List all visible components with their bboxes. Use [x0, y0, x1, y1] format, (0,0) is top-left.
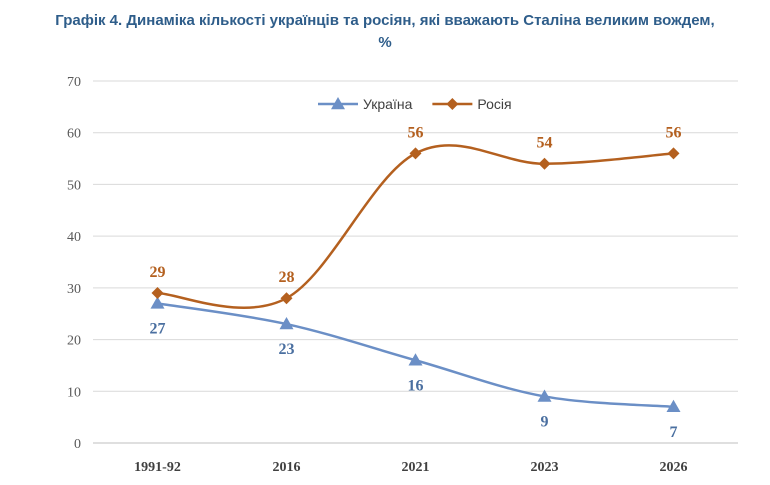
x-axis-ticks: 1991-92 2016 2021 2023 2026 — [134, 460, 687, 475]
data-point-marker — [538, 157, 551, 170]
data-labels: 27 23 16 9 7 29 28 56 54 56 — [150, 124, 682, 440]
y-tick-label: 40 — [67, 230, 81, 245]
data-label: 23 — [279, 341, 295, 358]
data-label: 29 — [150, 264, 166, 281]
data-point-marker — [151, 287, 164, 300]
data-label: 56 — [666, 124, 682, 141]
y-tick-label: 30 — [67, 282, 81, 297]
series-group — [150, 144, 681, 413]
y-tick-label: 50 — [67, 178, 81, 193]
y-tick-label: 10 — [67, 385, 81, 400]
x-tick-label: 2016 — [273, 460, 301, 475]
data-label: 28 — [279, 269, 295, 286]
y-tick-label: 70 — [67, 75, 81, 90]
data-point-marker — [409, 147, 422, 160]
data-label: 56 — [408, 124, 424, 141]
y-tick-label: 60 — [67, 127, 81, 142]
series-line-russia — [157, 144, 674, 309]
data-point-marker — [280, 292, 293, 305]
y-tick-label: 0 — [74, 437, 81, 452]
data-point-marker — [408, 353, 423, 366]
data-label: 54 — [537, 135, 553, 152]
legend-marker — [331, 97, 345, 110]
y-tick-label: 20 — [67, 334, 81, 349]
y-axis-ticks: 0 10 20 30 40 50 60 70 — [67, 75, 81, 452]
legend-label: Росія — [477, 96, 511, 112]
data-point-marker — [279, 317, 294, 330]
x-tick-label: 2021 — [402, 460, 430, 475]
data-label: 7 — [670, 424, 678, 441]
x-tick-label: 2026 — [660, 460, 688, 475]
chart-title-line-2: % — [378, 34, 392, 51]
data-label: 27 — [150, 320, 166, 337]
data-point-marker — [666, 399, 681, 413]
chart-title: Графік 4. Динаміка кількості українців т… — [0, 10, 770, 54]
data-point-marker — [667, 147, 680, 160]
legend-label: Україна — [363, 96, 413, 112]
data-point-marker — [150, 296, 165, 309]
x-tick-label: 2023 — [531, 460, 559, 475]
data-label: 9 — [541, 413, 549, 430]
legend: Україна Росія — [318, 96, 512, 112]
chart-title-line-1: Графік 4. Динаміка кількості українців т… — [55, 12, 715, 29]
x-tick-label: 1991-92 — [134, 460, 181, 475]
data-point-marker — [537, 389, 552, 402]
legend-marker — [446, 98, 459, 110]
data-label: 16 — [408, 377, 424, 394]
gridlines — [93, 80, 738, 444]
